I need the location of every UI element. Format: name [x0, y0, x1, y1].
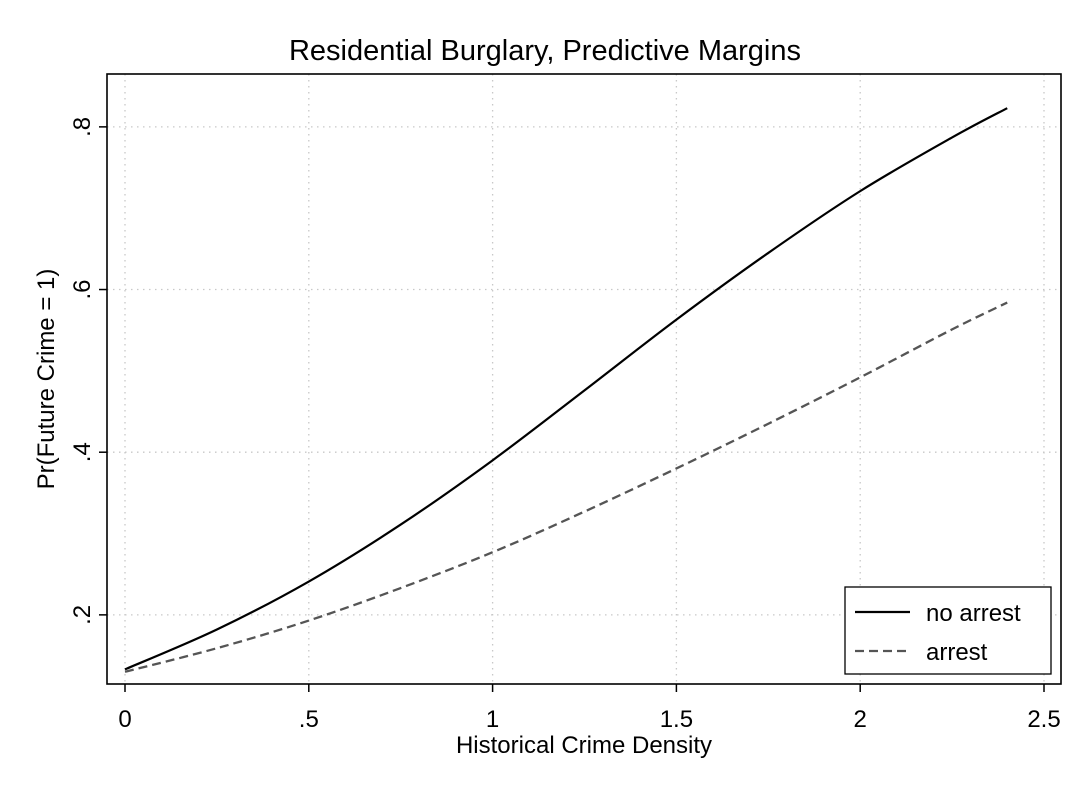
plot-frame: [106, 73, 1062, 685]
y-tick-label: .6: [69, 280, 96, 300]
y-axis-title: Pr(Future Crime = 1): [33, 269, 60, 490]
x-tick-label: .5: [299, 706, 319, 733]
x-tick-label: 2.5: [1027, 706, 1060, 733]
y-tick-label: .2: [69, 605, 96, 625]
y-axis: .2 .4 .6 .8: [69, 117, 107, 625]
x-tick-label: 0: [118, 706, 131, 733]
x-tick-label: 2: [854, 706, 867, 733]
chart-title: Residential Burglary, Predictive Margins: [289, 35, 801, 67]
series-line-no-arrest: [124, 107, 1008, 671]
x-axis: 0 .5 1 1.5 2 2.5: [118, 684, 1061, 733]
legend: no arrest arrest: [844, 586, 1052, 675]
y-tick-label: .4: [69, 442, 96, 462]
legend-box: [844, 586, 1052, 675]
x-axis-title: Historical Crime Density: [456, 732, 712, 759]
x-tick-label: 1.5: [660, 706, 693, 733]
legend-label-no-arrest: no arrest: [926, 600, 1021, 627]
y-tick-label: .8: [69, 117, 96, 137]
series-layer: [124, 107, 1008, 673]
legend-label-arrest: arrest: [926, 639, 988, 666]
x-tick-label: 1: [486, 706, 499, 733]
